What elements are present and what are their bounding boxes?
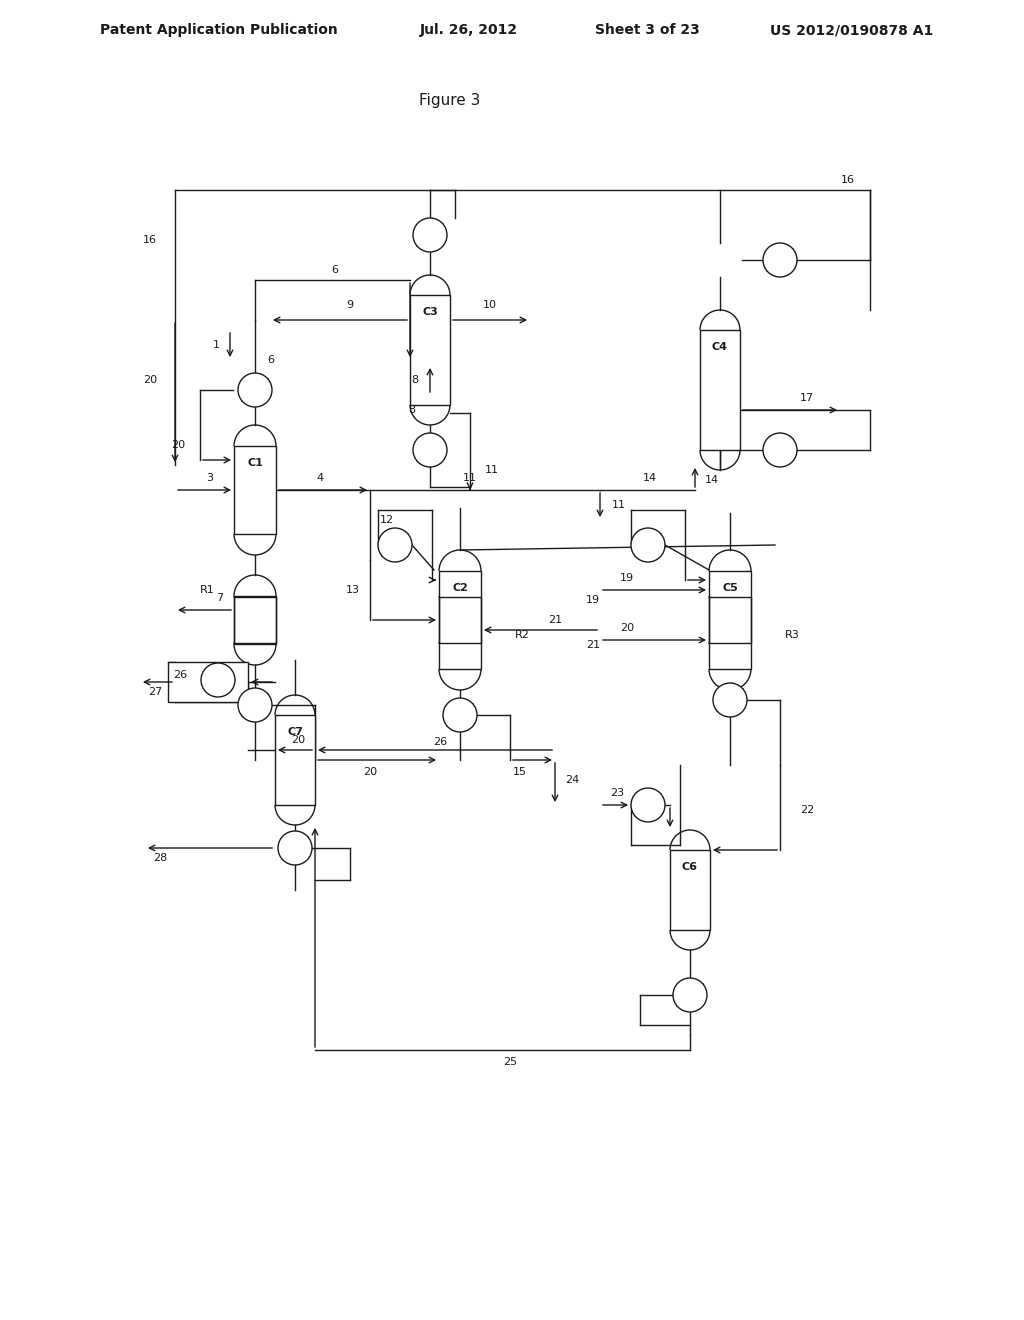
Text: 21: 21 <box>548 615 562 624</box>
Circle shape <box>413 433 447 467</box>
Text: 26: 26 <box>433 737 447 747</box>
Bar <box>410 294 450 405</box>
Text: 23: 23 <box>610 788 624 799</box>
Bar <box>439 572 481 669</box>
Text: 6: 6 <box>267 355 274 366</box>
Text: 8: 8 <box>408 405 415 414</box>
Text: 1: 1 <box>213 341 220 350</box>
Text: C6: C6 <box>682 862 698 873</box>
Text: 10: 10 <box>483 300 497 310</box>
Bar <box>700 330 740 450</box>
Text: 20: 20 <box>143 375 157 385</box>
Text: 14: 14 <box>705 475 719 484</box>
Circle shape <box>713 682 746 717</box>
Text: 11: 11 <box>463 473 477 483</box>
Text: Figure 3: Figure 3 <box>419 92 480 107</box>
Text: C7: C7 <box>287 727 303 737</box>
Text: 20: 20 <box>171 440 185 450</box>
Text: Sheet 3 of 23: Sheet 3 of 23 <box>595 22 699 37</box>
Text: C3: C3 <box>422 308 438 317</box>
Text: 28: 28 <box>153 853 167 863</box>
Text: 15: 15 <box>513 767 527 777</box>
Text: 11: 11 <box>485 465 499 475</box>
Text: 26: 26 <box>173 671 187 680</box>
Text: 3: 3 <box>207 473 213 483</box>
Circle shape <box>763 433 797 467</box>
Text: 12: 12 <box>380 515 394 525</box>
Text: Patent Application Publication: Patent Application Publication <box>100 22 338 37</box>
Circle shape <box>673 978 707 1012</box>
Circle shape <box>413 218 447 252</box>
Bar <box>670 850 710 931</box>
Circle shape <box>378 528 412 562</box>
Text: 25: 25 <box>503 1057 517 1067</box>
Text: R1: R1 <box>201 585 215 595</box>
Text: 22: 22 <box>800 805 814 814</box>
Text: US 2012/0190878 A1: US 2012/0190878 A1 <box>770 22 933 37</box>
Bar <box>275 715 315 805</box>
Text: 6: 6 <box>332 265 339 275</box>
Text: C2: C2 <box>452 583 468 593</box>
Text: 16: 16 <box>841 176 855 185</box>
Text: C4: C4 <box>712 342 728 352</box>
Text: C5: C5 <box>722 583 738 593</box>
Text: 20: 20 <box>362 767 377 777</box>
Bar <box>234 597 276 643</box>
Text: 20: 20 <box>291 735 305 744</box>
Text: R2: R2 <box>515 630 529 640</box>
Circle shape <box>631 528 665 562</box>
Circle shape <box>443 698 477 733</box>
Circle shape <box>238 688 272 722</box>
Text: C1: C1 <box>247 458 263 469</box>
Text: 9: 9 <box>346 300 353 310</box>
Circle shape <box>201 663 234 697</box>
Text: 21: 21 <box>586 640 600 649</box>
Text: 24: 24 <box>565 775 580 785</box>
Text: Jul. 26, 2012: Jul. 26, 2012 <box>420 22 518 37</box>
Text: 19: 19 <box>620 573 634 583</box>
Circle shape <box>763 243 797 277</box>
Text: 20: 20 <box>620 623 634 634</box>
Text: 27: 27 <box>147 686 162 697</box>
Text: 4: 4 <box>316 473 324 483</box>
Bar <box>234 446 276 535</box>
Bar <box>168 663 248 702</box>
Bar <box>709 597 751 643</box>
Circle shape <box>631 788 665 822</box>
Text: 11: 11 <box>612 500 626 510</box>
Circle shape <box>238 374 272 407</box>
Text: 14: 14 <box>643 473 657 483</box>
Text: 19: 19 <box>586 595 600 605</box>
Bar <box>709 572 751 669</box>
Text: 16: 16 <box>143 235 157 246</box>
Text: 17: 17 <box>800 393 814 403</box>
Text: 8: 8 <box>411 375 418 385</box>
Text: 7: 7 <box>216 593 223 603</box>
Text: R3: R3 <box>785 630 800 640</box>
Text: 13: 13 <box>346 585 360 595</box>
Bar <box>439 597 481 643</box>
Bar <box>234 597 276 644</box>
Circle shape <box>278 832 312 865</box>
